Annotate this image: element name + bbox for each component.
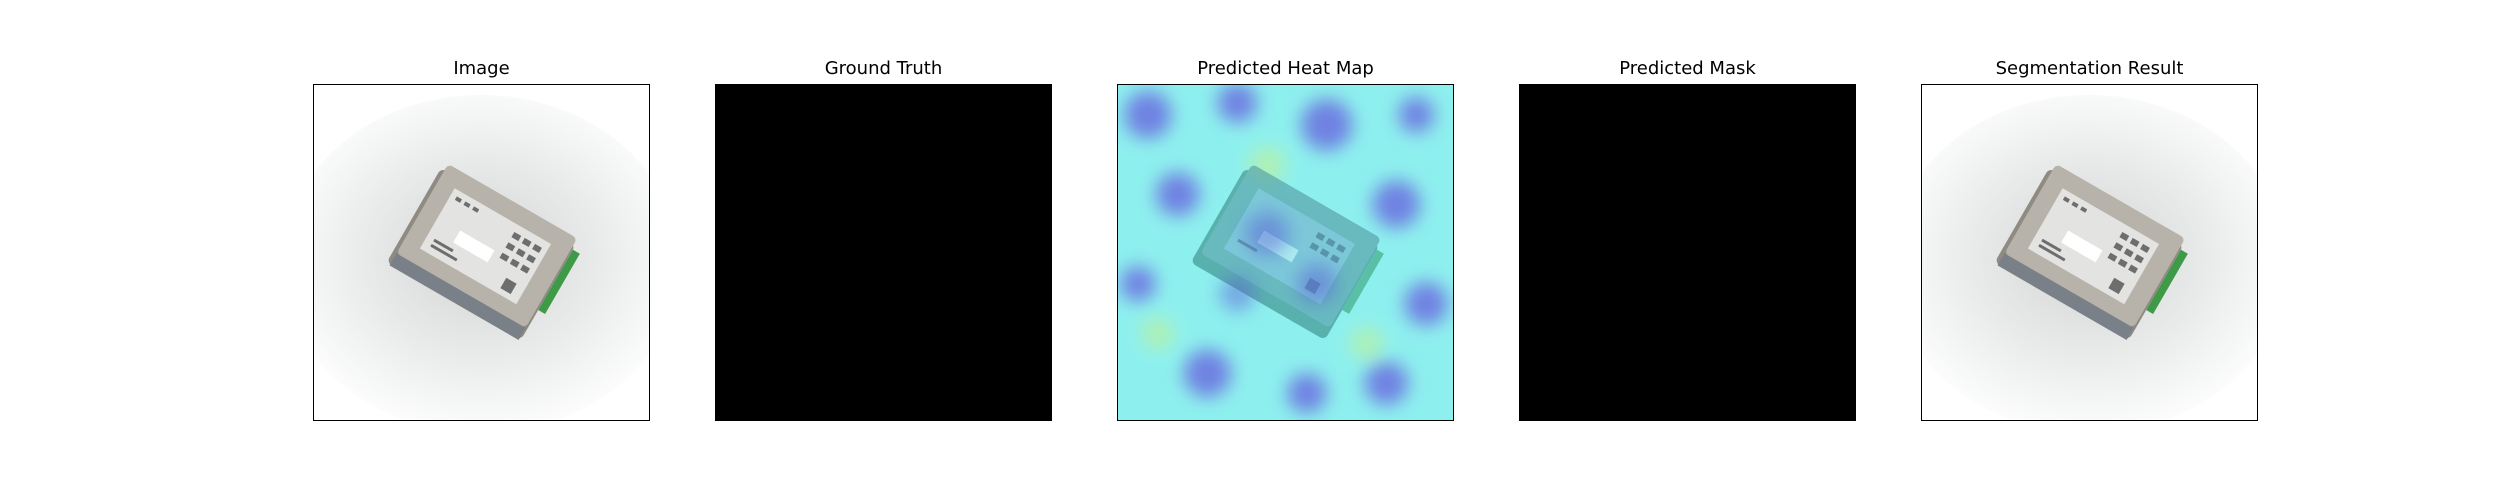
device-photo [314, 85, 649, 420]
predicted-mask-frame [1519, 84, 1856, 421]
device [388, 165, 580, 340]
device [1996, 165, 2188, 340]
segmentation-photo [1922, 85, 2257, 420]
heat-map-overlay [1118, 85, 1453, 420]
panel-title-heat-map: Predicted Heat Map [1197, 58, 1374, 79]
segmentation-result-frame [1921, 84, 2258, 421]
panel-title-image: Image [453, 58, 510, 79]
panel-title-predicted-mask: Predicted Mask [1619, 58, 1756, 79]
heat-map-frame [1117, 84, 1454, 421]
panel-title-ground-truth: Ground Truth [824, 58, 943, 79]
panel-title-segmentation-result: Segmentation Result [1995, 58, 2184, 79]
ground-truth-frame [715, 84, 1052, 421]
image-frame [313, 84, 650, 421]
